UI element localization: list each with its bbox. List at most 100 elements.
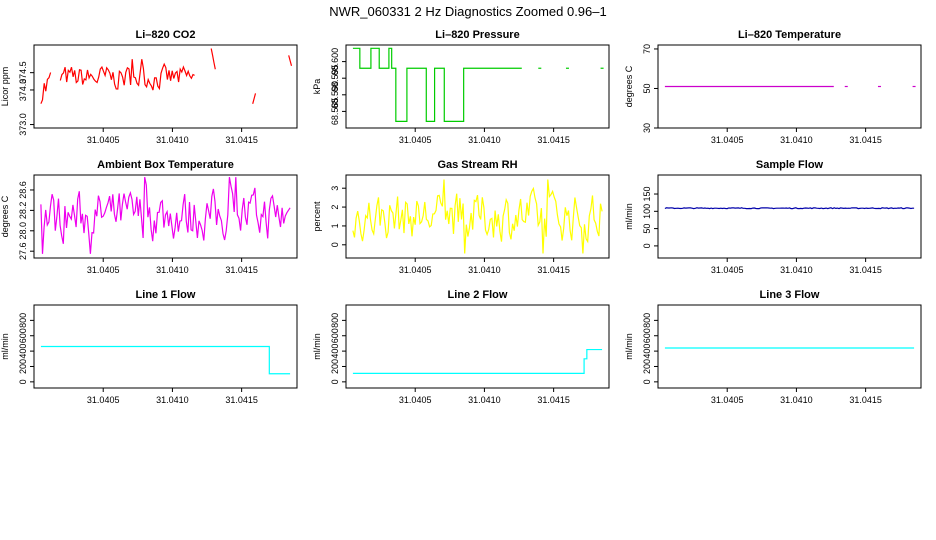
panel-title: Li–820 CO2 <box>136 29 196 41</box>
x-tick-label: 31.0415 <box>537 135 570 145</box>
y-tick-label: 0 <box>330 242 340 247</box>
series-line <box>210 48 216 70</box>
x-tick-label: 31.0405 <box>399 135 432 145</box>
panel-title: Sample Flow <box>756 159 824 171</box>
x-tick-label: 31.0405 <box>399 265 432 275</box>
series-line <box>664 207 915 210</box>
y-tick-label: 374.0 <box>18 79 28 102</box>
figure-title: NWR_060331 2 Hz Diagnostics Zoomed 0.96–… <box>329 4 606 19</box>
y-tick-label: 200 <box>642 359 652 374</box>
x-tick-label: 31.0415 <box>849 135 882 145</box>
panel-title: Gas Stream RH <box>437 159 517 171</box>
y-tick-label: 1 <box>330 223 340 228</box>
plot-frame <box>657 44 922 129</box>
x-tick-label: 31.0415 <box>225 135 258 145</box>
plot-frame <box>33 174 298 259</box>
series-line <box>352 348 603 374</box>
x-tick-label: 31.0405 <box>87 135 120 145</box>
y-tick-label: 400 <box>18 344 28 359</box>
y-axis-label: ml/min <box>624 333 634 360</box>
x-tick-label: 31.0415 <box>537 395 570 405</box>
panel-co2: Li–820 CO2 Licor ppm 31.0405 31.0410 31.0415… <box>0 29 298 145</box>
y-axis-label: degrees C <box>624 65 634 107</box>
y-tick-label: 600 <box>642 328 652 343</box>
x-tick-label: 31.0410 <box>156 135 189 145</box>
panel-title: Ambient Box Temperature <box>97 159 234 171</box>
y-tick-label: 373.0 <box>18 113 28 136</box>
x-tick-label: 31.0415 <box>537 265 570 275</box>
y-tick-label: 68.600 <box>330 48 340 76</box>
y-tick-label: 27.6 <box>18 242 28 260</box>
x-tick-label: 31.0415 <box>849 265 882 275</box>
series-line <box>252 93 257 104</box>
y-tick-label: 28.6 <box>18 181 28 199</box>
y-tick-label: 0 <box>642 243 652 248</box>
x-tick-label: 31.0410 <box>780 135 813 145</box>
y-tick-label: 0 <box>18 379 28 384</box>
y-tick-label: 100 <box>642 204 652 219</box>
series-line <box>288 55 293 66</box>
y-tick-label: 200 <box>18 359 28 374</box>
x-tick-label: 31.0415 <box>225 395 258 405</box>
y-tick-label: 50 <box>642 83 652 93</box>
panel-title: Line 1 Flow <box>136 289 196 301</box>
panel-l1: Line 1 Flow ml/min 31.0405 31.0410 31.0415 0 2… <box>0 289 298 405</box>
x-tick-label: 31.0410 <box>780 265 813 275</box>
y-tick-label: 68.590 <box>330 81 340 109</box>
y-axis-label: ml/min <box>624 203 634 230</box>
panel-rh: Gas Stream RH percent 31.0405 31.0410 31.041… <box>312 159 610 275</box>
x-tick-label: 31.0410 <box>468 135 501 145</box>
x-tick-label: 31.0405 <box>711 135 744 145</box>
x-tick-label: 31.0410 <box>156 265 189 275</box>
y-tick-label: 0 <box>330 379 340 384</box>
panel-l2: Line 2 Flow ml/min 31.0405 31.0410 31.0415 0 2… <box>312 289 610 405</box>
y-tick-label: 0 <box>642 379 652 384</box>
x-tick-label: 31.0410 <box>468 395 501 405</box>
series-line <box>352 47 522 122</box>
y-axis-label: ml/min <box>0 333 10 360</box>
series-line <box>40 176 291 254</box>
y-tick-label: 68.585 <box>330 98 340 126</box>
panel-title: Li–820 Temperature <box>738 29 841 41</box>
x-tick-label: 31.0415 <box>225 265 258 275</box>
y-tick-label: 50 <box>642 224 652 234</box>
y-axis-label: ml/min <box>312 333 322 360</box>
panel-title: Line 2 Flow <box>448 289 508 301</box>
plot-frame <box>345 44 610 129</box>
x-tick-label: 31.0410 <box>156 395 189 405</box>
panel-l3: Line 3 Flow ml/min 31.0405 31.0410 31.0415 0 2… <box>624 289 922 405</box>
y-tick-label: 600 <box>330 328 340 343</box>
plot-frame <box>345 174 610 259</box>
y-tick-label: 200 <box>330 359 340 374</box>
y-tick-label: 2 <box>330 205 340 210</box>
x-tick-label: 31.0405 <box>87 395 120 405</box>
y-tick-label: 800 <box>18 313 28 328</box>
y-tick-label: 28.0 <box>18 222 28 240</box>
x-tick-label: 31.0415 <box>849 395 882 405</box>
x-tick-label: 31.0405 <box>711 265 744 275</box>
x-tick-label: 31.0405 <box>87 265 120 275</box>
plot-frame <box>657 304 922 389</box>
panel-boxtemp: Ambient Box Temperature degrees C 31.0405 3… <box>0 159 298 275</box>
y-tick-label: 400 <box>330 344 340 359</box>
y-tick-label: 374.5 <box>18 61 28 84</box>
y-tick-label: 3 <box>330 186 340 191</box>
series-line <box>59 59 195 91</box>
y-axis-label: percent <box>312 201 322 232</box>
plot-frame <box>33 44 298 129</box>
y-tick-label: 800 <box>330 313 340 328</box>
series-line <box>352 179 603 254</box>
series-line <box>40 72 52 104</box>
y-tick-label: 30 <box>642 123 652 133</box>
y-tick-label: 70 <box>642 44 652 54</box>
x-tick-label: 31.0410 <box>780 395 813 405</box>
y-tick-label: 600 <box>18 328 28 343</box>
y-axis-label: degrees C <box>0 195 10 237</box>
y-axis-label: Licor ppm <box>0 67 10 107</box>
y-tick-label: 800 <box>642 313 652 328</box>
panel-sflow: Sample Flow ml/min 31.0405 31.0410 31.0415 0 5… <box>624 159 922 275</box>
plot-frame <box>33 304 298 389</box>
panel-pressure: Li–820 Pressure kPa 31.0405 31.0410 31.0415 6… <box>312 29 610 145</box>
panel-temp: Li–820 Temperature degrees C 31.0405 31.041… <box>624 29 922 145</box>
